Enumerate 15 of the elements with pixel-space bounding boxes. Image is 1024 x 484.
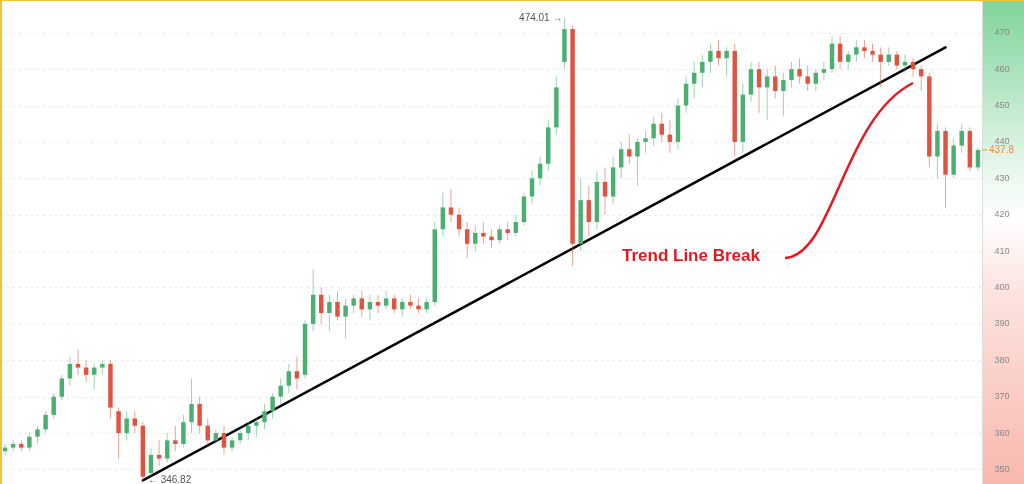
y-tick-label: 410 bbox=[994, 245, 1010, 256]
annotation: Trend Line Break bbox=[622, 246, 760, 266]
y-tick-label: 450 bbox=[994, 100, 1010, 111]
y-tick-label: 430 bbox=[994, 172, 1010, 183]
y-tick-label: 360 bbox=[994, 427, 1010, 438]
y-tick-label: 420 bbox=[994, 209, 1010, 220]
y-tick-label: 460 bbox=[994, 63, 1010, 74]
y-tick-label: 400 bbox=[994, 281, 1010, 292]
y-tick-label: 380 bbox=[994, 354, 1010, 365]
y-tick-label: 390 bbox=[994, 318, 1010, 329]
y-tick-label: 470 bbox=[994, 27, 1010, 38]
annotation: ← 346.82 bbox=[147, 473, 192, 484]
annotation: 474.01 → bbox=[519, 11, 563, 23]
y-tick-label: 370 bbox=[994, 391, 1010, 402]
y-tick-label: 350 bbox=[994, 463, 1010, 474]
